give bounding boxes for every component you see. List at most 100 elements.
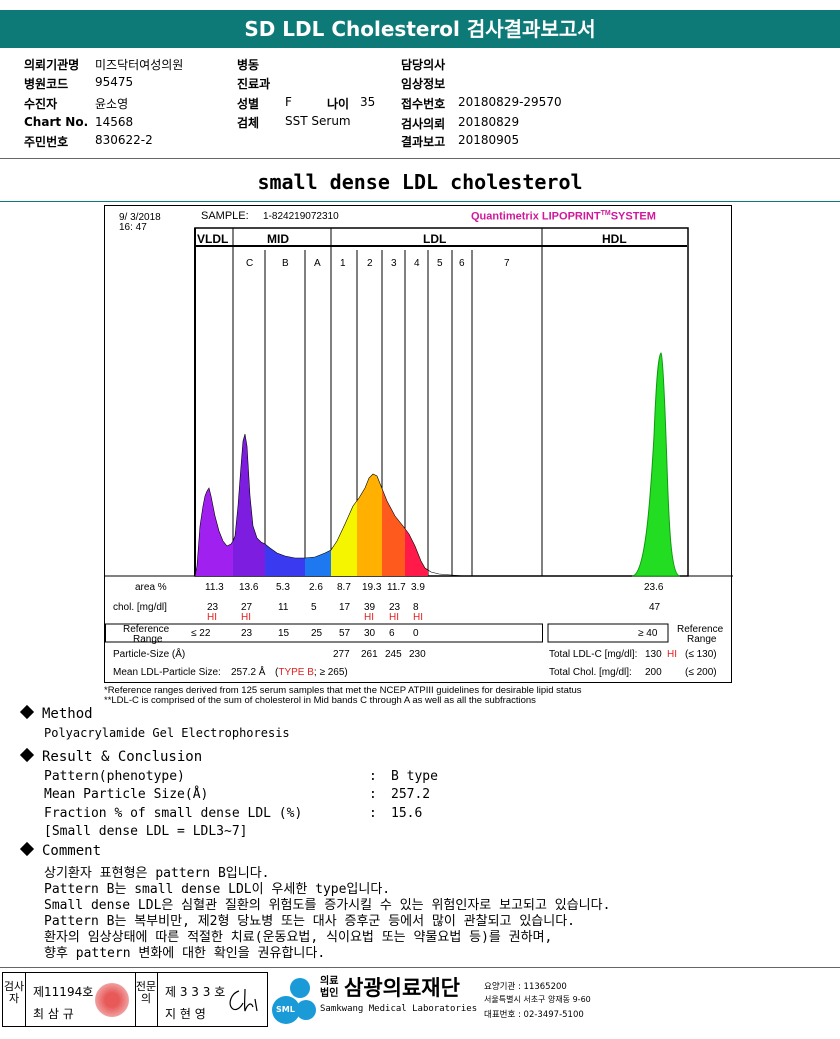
group-vldl: VLDL [197,232,229,246]
tester-no: 제11194호 [33,985,94,999]
hdl-chol: 47 [649,602,661,613]
address: 서울특별시 서초구 양재동 9-60 [484,995,591,1004]
ref-value: 30 [364,628,376,639]
doctor-label: 담당의사 [401,58,446,72]
comment-line: Pattern B는 복부비만, 제2형 당뇨병 또는 대사 증후군 등에서 많… [44,914,575,929]
total-ldl: 130 [645,649,662,660]
chol-value: 5 [311,602,317,613]
group-mid: MID [267,232,289,246]
footnote: **LDL-C is comprised of the sum of chole… [104,695,536,706]
chol-value: 11 [278,602,289,613]
band-label: C [246,258,254,269]
specimen: SST Serum [285,114,351,128]
result-heading: Result & Conclusion [19,747,202,765]
seal-stamp [95,983,129,1017]
area-value: 2.6 [309,582,323,593]
mean-size-label: Mean LDL-Particle Size: [113,667,221,678]
mean-size: 257.2 Å [231,667,266,678]
band-fill [195,488,233,576]
chol-value: 23 [207,602,219,613]
ref-label-right: Range [687,634,717,645]
report-title: SD LDL Cholesterol 검사결과보고서 [0,10,840,48]
total-chol-label: Total Chol. [mg/dl]: [549,667,632,678]
band-label: 1 [340,258,346,269]
receipt: 20180829-29570 [458,95,562,109]
result-row-sep: : [369,787,377,802]
band-fill [305,550,331,576]
area-value: 19.3 [362,582,382,593]
institution: 미즈닥터여성의원 [95,58,184,72]
comment-line: 상기환자 표현형은 pattern B입니다. [44,866,270,881]
result-note: [Small dense LDL = LDL3~7] [44,824,248,839]
band-label: B [282,258,289,269]
sample-id: 1-824219072310 [263,211,339,222]
signature-box: 검사자 제11194호 최 삼 규 전문의 제 3 3 3 호 지 현 영 [2,972,268,1027]
clinical-label: 임상정보 [401,77,446,91]
institution-label: 의뢰기관명 [24,58,80,72]
comment-line: 환자의 임상상태에 따른 적절한 치료(운동요법, 식이요법 또는 약물요법 등… [44,930,553,945]
signature [229,988,258,1012]
result-row-value: 15.6 [391,806,423,821]
ref-range-frame [105,623,543,643]
divider [0,967,840,968]
result-row-value: 257.2 [391,787,431,802]
org-name: 삼광의료재단 [344,976,460,1000]
hdl-ref: ≥ 40 [638,628,658,639]
chart-frame [194,227,689,577]
comment-line: 향후 pattern 변화에 대한 확인을 권유합니다. [44,946,326,961]
band-fill [405,528,428,576]
org-en: Samkwang Medical Laboratories [320,1004,478,1014]
lipoprint-svg [105,227,733,643]
band-fill [382,488,405,576]
tester-label: 검사자 [3,980,25,1005]
ref-value: 57 [339,628,351,639]
care-no: 요양기관 : 11365200 [484,982,567,992]
patient-label: 수진자 [24,97,58,111]
diamond-icon [19,841,35,857]
area-value: 13.6 [239,582,259,593]
result-row-label: Fraction % of small dense LDL (%) [44,806,303,821]
hospital-code: 95475 [95,75,134,89]
ref-value: 25 [311,628,323,639]
chol-value: 17 [339,602,351,613]
specialist-label: 전문의 [135,980,157,1005]
comment-line: Small dense LDL은 심혈관 질환의 위험도를 증가시킬 수 있는 … [44,898,611,913]
band-fill [331,500,357,576]
specialist-no: 제 3 3 3 호 [165,985,226,999]
band-label: 5 [437,258,443,269]
area-value: 5.3 [276,582,290,593]
method-text: Polyacrylamide Gel Electrophoresis [44,726,290,740]
band-fill [265,544,305,576]
group-ldl: LDL [423,232,447,246]
result-row-label: Pattern(phenotype) [44,769,185,784]
divider [0,158,840,159]
band-label: 4 [414,258,420,269]
ref-value: ≤ 22 [191,628,211,639]
hi-flag: HI [389,612,399,623]
total-ldl-label: Total LDL-C [mg/dl]: [549,649,638,660]
hospital-code-label: 병원코드 [24,77,69,91]
particle-size-label: Particle-Size (Å) [113,649,186,660]
ref-value: 23 [241,628,253,639]
org-type: 의료법인 [320,976,339,999]
brand-logo: Quantimetrix LIPOPRINTTMSYSTEM [471,210,656,223]
band-label: A [314,258,321,269]
sex-label: 성별 [237,97,260,111]
chart-no: 14568 [95,115,134,129]
ref-label-right: Reference [677,624,724,635]
chol-value: 27 [241,602,253,613]
result-label: 결과보고 [401,135,446,149]
mean-type: (TYPE B; ≥ 265) [275,667,348,678]
specimen-label: 검체 [237,116,260,130]
hdl-ref-frame [547,623,669,643]
band-label: 7 [504,258,510,269]
area-value: 3.9 [411,582,425,593]
band-fill [357,474,382,576]
sample-label: SAMPLE: [201,210,249,222]
particle-size: 245 [385,649,402,660]
particle-size: 277 [333,649,350,660]
particle-size: 261 [361,649,378,660]
age-label: 나이 [327,97,350,111]
chol-value: 8 [413,602,419,613]
result-row-sep: : [369,806,377,821]
